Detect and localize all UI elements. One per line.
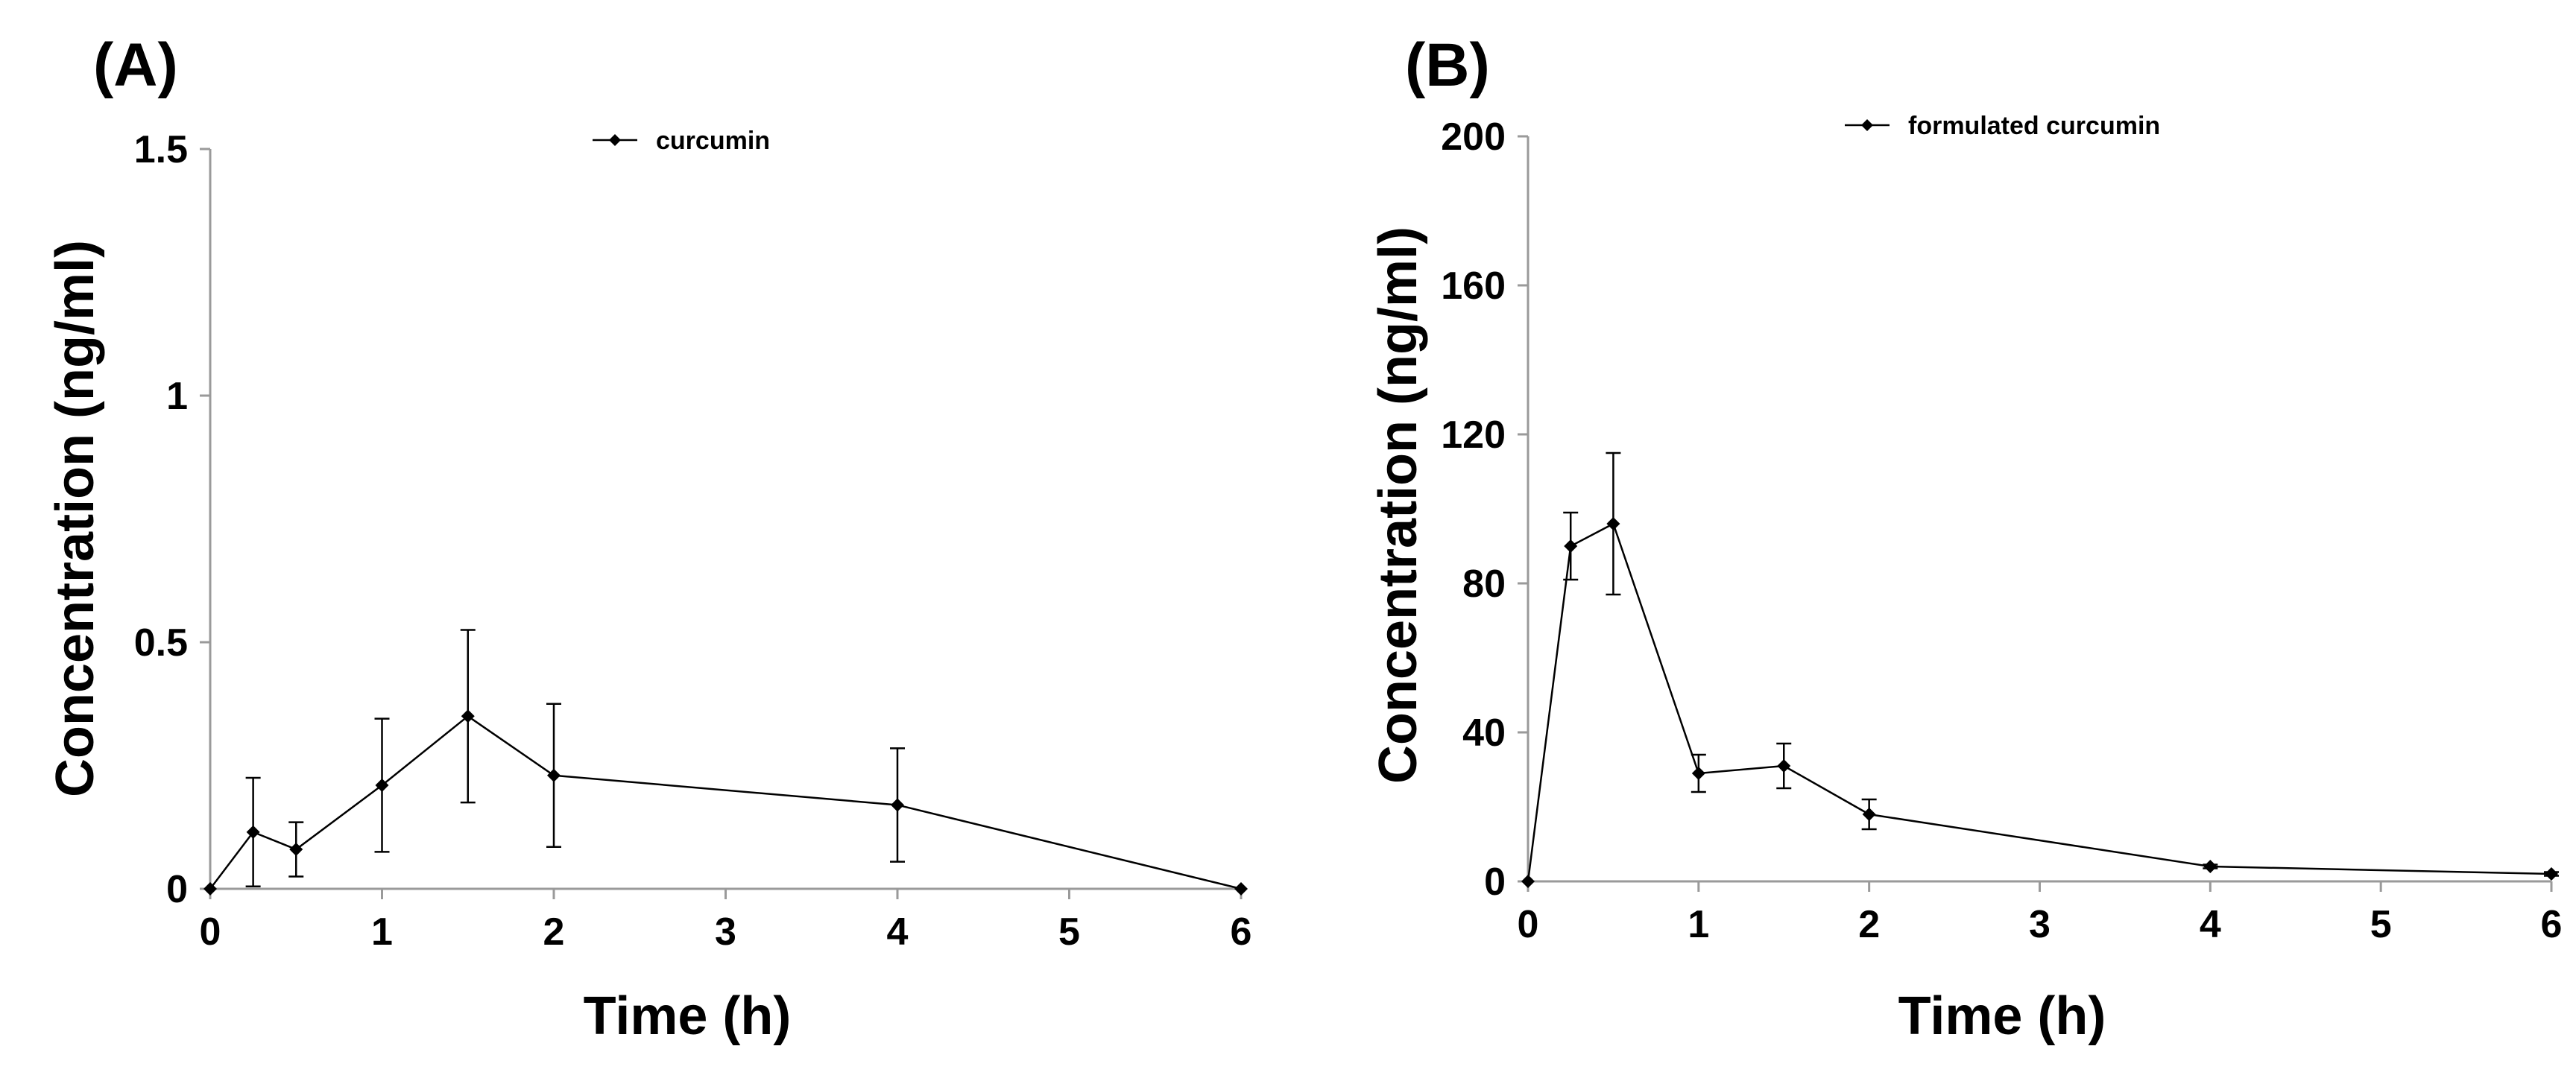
x-tick-label: 4 — [2200, 903, 2221, 946]
data-point — [203, 882, 217, 896]
y-tick-label: 40 — [1462, 712, 1506, 755]
x-tick-label: 1 — [1688, 903, 1709, 946]
data-point — [246, 825, 260, 839]
x-axis-title: Time (h) — [1898, 986, 2106, 1046]
legend-marker — [609, 134, 621, 146]
data-point — [1234, 882, 1248, 896]
data-point — [1521, 875, 1535, 888]
x-tick-label: 5 — [2370, 903, 2392, 946]
panel-label: (A) — [93, 31, 178, 99]
data-point — [547, 768, 561, 782]
series-line — [1527, 522, 2552, 882]
x-tick-label: 5 — [1058, 910, 1080, 954]
x-tick-label: 0 — [1518, 903, 1539, 946]
y-axis-title: Concentration (ng/ml) — [1368, 226, 1428, 784]
y-tick-label: 200 — [1441, 115, 1506, 159]
x-tick-label: 3 — [2029, 903, 2051, 946]
x-tick-label: 3 — [715, 910, 736, 954]
x-axis-title: Time (h) — [584, 986, 792, 1046]
data-point — [2545, 867, 2558, 881]
y-tick-label: 1.5 — [134, 128, 188, 171]
y-tick-label: 80 — [1462, 562, 1506, 606]
data-point — [1777, 759, 1791, 773]
legend-label: formulated curcumin — [1908, 112, 2160, 140]
series-line — [209, 714, 1242, 890]
y-tick-label: 0 — [1484, 861, 1506, 904]
chart-panel-a: (A) 0 0.5 1 1.5 0 1 2 3 4 5 6 Concentration (ng/ml) T… — [45, 31, 1251, 1046]
legend: formulated curcumin — [1845, 112, 2160, 140]
x-tick-label: 6 — [2541, 903, 2563, 946]
data-point — [289, 843, 303, 857]
x-tick-label: 6 — [1231, 910, 1252, 954]
data-point — [891, 798, 904, 812]
y-axis-title: Concentration (ng/ml) — [45, 240, 105, 797]
data-point — [1862, 808, 1876, 821]
x-tick-label: 1 — [371, 910, 393, 954]
chart-panel-b: (B) 0 40 80 120 160 200 0 1 2 3 4 5 6 Concentration (n… — [1368, 31, 2562, 1046]
y-tick-label: 0 — [166, 868, 188, 911]
x-tick-label: 2 — [543, 910, 565, 954]
y-tick-label: 0.5 — [134, 621, 188, 665]
legend: curcumin — [593, 127, 770, 155]
data-point — [1564, 539, 1578, 553]
data-point — [461, 709, 475, 723]
y-tick-label: 160 — [1441, 264, 1506, 308]
data-point — [1691, 767, 1705, 780]
data-point — [1606, 517, 1620, 530]
legend-label: curcumin — [656, 127, 770, 155]
legend-marker — [1861, 119, 1873, 131]
y-tick-label: 1 — [166, 375, 188, 418]
x-tick-label: 0 — [200, 910, 221, 954]
y-tick-label: 120 — [1441, 413, 1506, 457]
x-tick-label: 4 — [887, 910, 909, 954]
data-point — [2203, 860, 2217, 873]
x-tick-label: 2 — [1858, 903, 1880, 946]
panel-label: (B) — [1405, 31, 1490, 99]
data-point — [375, 778, 389, 792]
